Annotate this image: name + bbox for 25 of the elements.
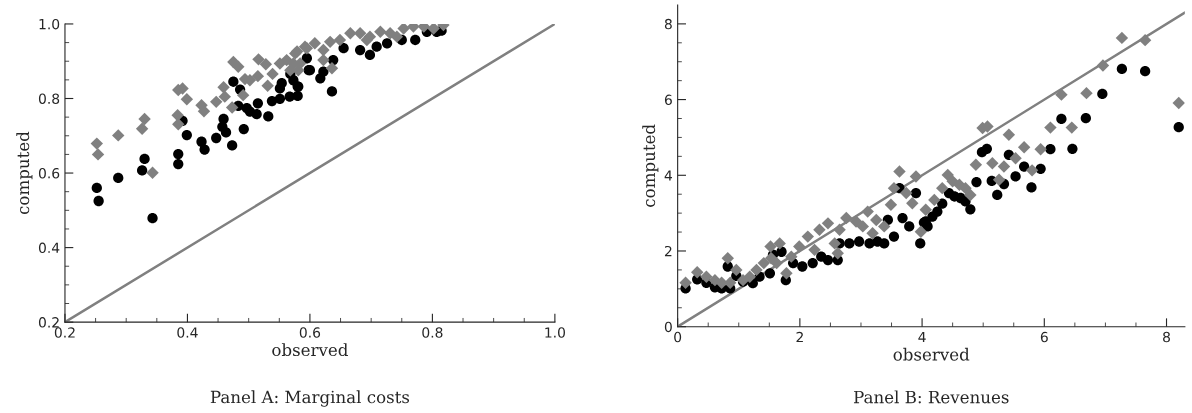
- y-tick-label: 2: [664, 245, 672, 257]
- y-tick-label: 0.6: [38, 168, 60, 179]
- y-tick-label: 4: [664, 170, 673, 181]
- x-axis-title: observed: [272, 343, 348, 357]
- x-tick-label: 4: [918, 331, 926, 343]
- x-tick-label: 6: [1040, 331, 1048, 343]
- y-tick-label: 1.0: [39, 18, 60, 30]
- x-tick-label: 0: [674, 331, 682, 343]
- x-tick-label: 0.6: [299, 327, 321, 338]
- y-tick-label: 8: [664, 18, 672, 30]
- x-tick-label: 1.0: [545, 327, 565, 338]
- y-axis-title: computed: [16, 131, 33, 215]
- y-tick-label: 0.8: [38, 93, 60, 104]
- x-tick-label: 8: [1163, 331, 1170, 343]
- text: Panel A: Marginal costs: [210, 390, 410, 407]
- y-tick-label: 0.2: [38, 317, 59, 328]
- y-tick-label: 0.4: [38, 242, 60, 254]
- y-axis-title: computed: [642, 124, 659, 207]
- x-tick-label: 0.8: [422, 327, 443, 338]
- x-tick-label: 0.4: [177, 327, 198, 338]
- x-tick-label: 0.2: [54, 327, 75, 338]
- x-tick-label: 2: [796, 331, 803, 343]
- x-axis-title: observed: [893, 347, 970, 361]
- text: Panel B: Revenues: [853, 390, 1009, 404]
- y-tick-label: 6: [664, 94, 672, 106]
